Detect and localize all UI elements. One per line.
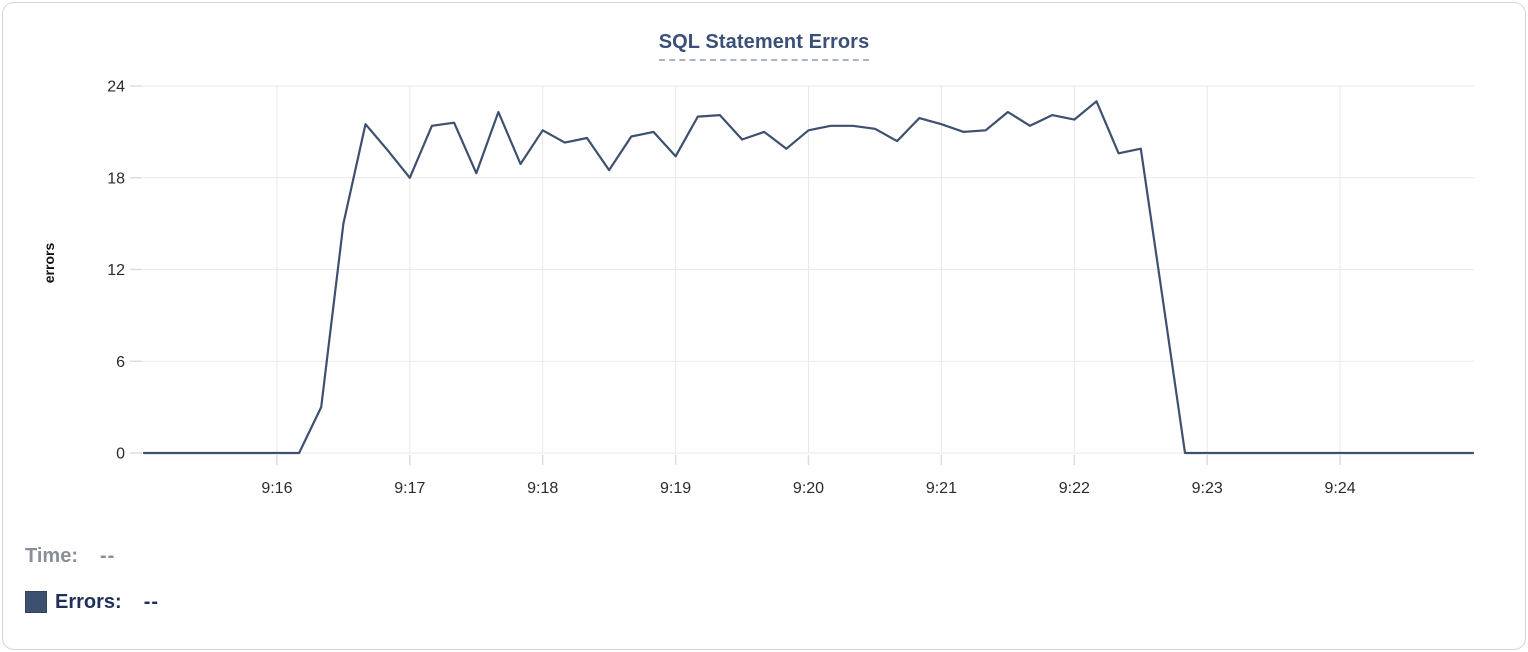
errors-series-line: [142, 100, 1475, 455]
y-tick-label: 0: [116, 446, 125, 463]
x-tick-label: 9:20: [793, 480, 824, 497]
x-tick-label: 9:19: [660, 480, 691, 497]
line-chart[interactable]: 0 6 12 18 24 9:16 9:17 9:18 9:19 9:20 9:21 9:22 9:23…: [3, 3, 1526, 649]
chart-title[interactable]: SQL Statement Errors: [658, 31, 870, 61]
legend-errors-label: Errors:: [55, 590, 122, 613]
y-axis-title: errors: [41, 242, 57, 284]
legend-time-label: Time:: [25, 544, 78, 567]
legend-errors-row: Errors: --: [25, 589, 159, 615]
legend-time-row: Time: --: [25, 543, 159, 569]
y-tick-label: 12: [107, 262, 125, 279]
x-tick-label: 9:22: [1059, 480, 1090, 497]
legend-errors-value: --: [143, 590, 160, 613]
x-tick-label: 9:21: [926, 480, 957, 497]
x-tick-label: 9:16: [261, 480, 292, 497]
x-tick-label: 9:18: [527, 480, 558, 497]
chart-legend: Time: -- Errors: --: [25, 543, 159, 615]
legend-time-value: --: [99, 544, 116, 567]
x-tick-label: 9:23: [1192, 480, 1223, 497]
chart-header: SQL Statement Errors: [3, 31, 1525, 61]
y-tick-label: 6: [116, 354, 125, 371]
y-tick-label: 18: [107, 170, 125, 187]
x-tick-label: 9:17: [394, 480, 425, 497]
x-tick-label: 9:24: [1325, 480, 1356, 497]
legend-errors-swatch-icon: [25, 591, 47, 613]
y-tick-label: 24: [107, 79, 125, 96]
